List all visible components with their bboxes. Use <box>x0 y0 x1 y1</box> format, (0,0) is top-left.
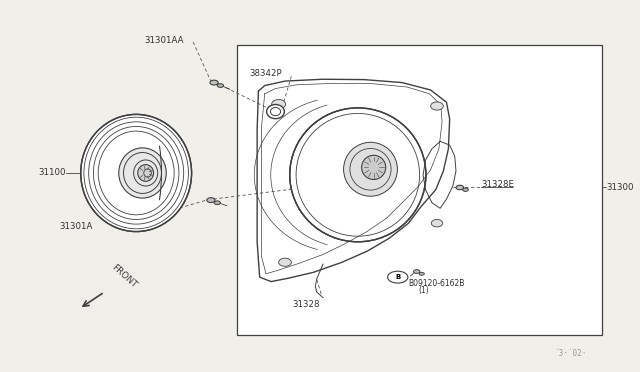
Ellipse shape <box>463 188 468 192</box>
Ellipse shape <box>290 108 426 242</box>
Text: 31100: 31100 <box>38 169 65 177</box>
Text: B09120-6162B: B09120-6162B <box>408 279 465 288</box>
Bar <box>237 45 602 335</box>
Circle shape <box>388 271 408 283</box>
Text: FRONT: FRONT <box>109 263 138 290</box>
Ellipse shape <box>362 155 386 179</box>
Ellipse shape <box>278 258 291 266</box>
Text: 38342P: 38342P <box>249 69 282 78</box>
Ellipse shape <box>419 272 424 275</box>
Text: (1): (1) <box>418 286 429 295</box>
Ellipse shape <box>272 100 285 109</box>
Ellipse shape <box>214 201 220 205</box>
Text: 31300: 31300 <box>607 183 634 192</box>
Ellipse shape <box>138 164 154 182</box>
Text: 31328E: 31328E <box>481 180 515 189</box>
Ellipse shape <box>81 115 191 231</box>
Text: 31301AA: 31301AA <box>145 36 184 45</box>
Ellipse shape <box>413 270 420 273</box>
Ellipse shape <box>119 148 166 198</box>
Ellipse shape <box>210 80 218 85</box>
Ellipse shape <box>217 84 223 87</box>
Ellipse shape <box>344 142 397 196</box>
Text: ´3·´02·: ´3·´02· <box>554 349 586 358</box>
Ellipse shape <box>431 102 444 110</box>
Ellipse shape <box>267 105 284 119</box>
Text: 31328: 31328 <box>292 300 320 309</box>
Text: 31301A: 31301A <box>59 222 92 231</box>
Text: B: B <box>395 274 401 280</box>
Ellipse shape <box>456 185 463 190</box>
Ellipse shape <box>431 219 443 227</box>
Ellipse shape <box>207 198 215 202</box>
